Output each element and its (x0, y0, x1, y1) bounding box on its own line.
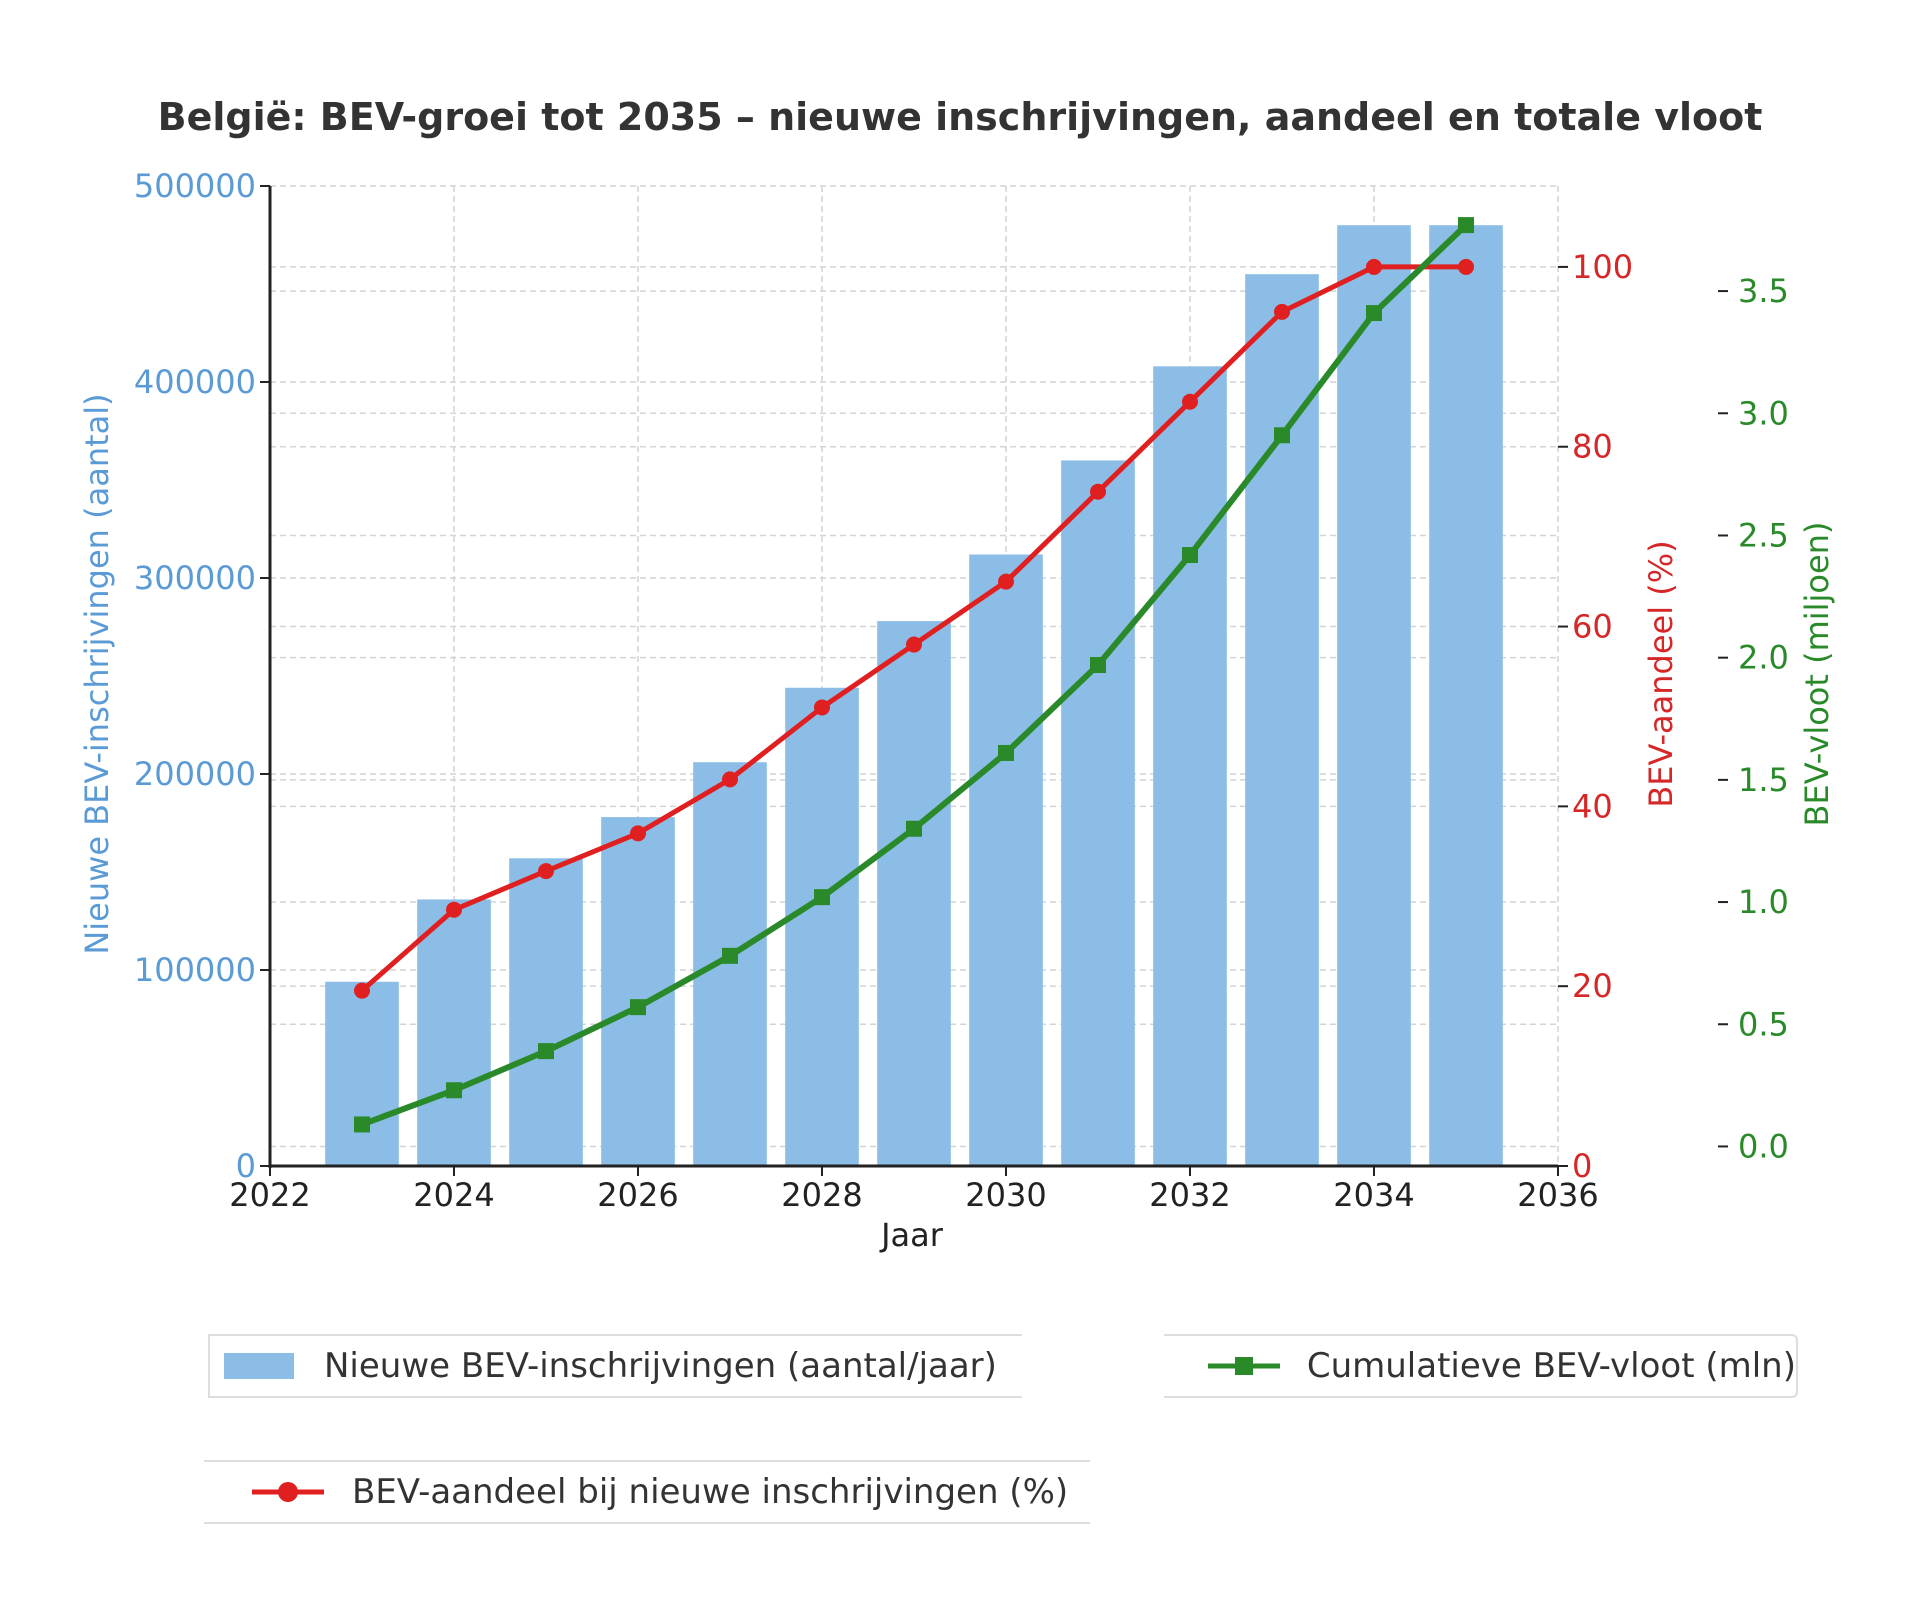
share-point (1274, 303, 1290, 320)
share-point (630, 825, 646, 842)
x-axis-label: Jaar (879, 1216, 944, 1254)
y-left-tick-label: 200000 (134, 755, 256, 793)
share-line-series (354, 258, 1474, 999)
y-right2-tick-label: 1.0 (1738, 883, 1789, 921)
fleet-point (1182, 547, 1198, 564)
y-right2-tick-label: 3.5 (1738, 272, 1789, 310)
chart-title: België: BEV-groei tot 2035 – nieuwe insc… (158, 95, 1763, 139)
bar (1153, 366, 1227, 1166)
fleet-point (354, 1116, 370, 1133)
y-left-tick-label: 100000 (134, 951, 256, 989)
x-tick-label: 2024 (413, 1176, 494, 1214)
y-right1-axis-label: BEV-aandeel (%) (1642, 540, 1680, 807)
share-point (722, 771, 738, 788)
fleet-point (814, 889, 830, 906)
x-tick-label: 2034 (1333, 1176, 1414, 1214)
fleet-point (722, 947, 738, 964)
share-point (814, 699, 830, 716)
legend-share-label: BEV-aandeel bij nieuwe inschrijvingen (%… (352, 1472, 1069, 1512)
bar (1429, 225, 1503, 1166)
legend-bars-swatch (224, 1353, 294, 1379)
share-point (446, 901, 462, 918)
fleet-point (1090, 657, 1106, 674)
bar (1061, 460, 1135, 1166)
fleet-point (446, 1082, 462, 1099)
fleet-point (906, 820, 922, 837)
y-right1-tick-label: 80 (1572, 428, 1613, 466)
y-right2-tick-label: 2.0 (1738, 639, 1789, 677)
y-right2-axis-label: BEV-vloot (miljoen) (1798, 522, 1836, 827)
y-right1-tick-label: 100 (1572, 248, 1633, 286)
bar (693, 762, 767, 1166)
x-tick-label: 2032 (1149, 1176, 1230, 1214)
x-tick-label: 2022 (229, 1176, 310, 1214)
legend-share-marker (252, 1482, 324, 1502)
share-point (1090, 483, 1106, 500)
bar (417, 899, 491, 1166)
y-left-tick-label: 300000 (134, 559, 256, 597)
legend-bars: Nieuwe BEV-inschrijvingen (aantal/jaar) (208, 1334, 1022, 1398)
y-right2-tick-label: 2.5 (1738, 516, 1789, 554)
x-tick-label: 2036 (1517, 1176, 1598, 1214)
legend-fleet: Cumulatieve BEV-vloot (mln) (1164, 1334, 1798, 1398)
y-right1-tick-label: 20 (1572, 967, 1613, 1005)
fleet-line-series (354, 217, 1474, 1133)
fleet-point (630, 999, 646, 1016)
bar (509, 858, 583, 1166)
x-tick-label: 2030 (965, 1176, 1046, 1214)
y-right2-tick-label: 0.0 (1738, 1127, 1789, 1165)
share-point (538, 863, 554, 880)
share-point (906, 636, 922, 653)
bar (1337, 225, 1411, 1166)
share-point (998, 573, 1014, 590)
fleet-point (1458, 217, 1474, 234)
fleet-point (1274, 427, 1290, 444)
x-tick-label: 2028 (781, 1176, 862, 1214)
x-tick-label: 2026 (597, 1176, 678, 1214)
bar (325, 981, 399, 1166)
bar (969, 554, 1043, 1166)
y-right1-tick-label: 0 (1572, 1147, 1592, 1185)
share-point (1458, 258, 1474, 275)
y-right1-tick-label: 60 (1572, 608, 1613, 646)
bar (877, 621, 951, 1166)
legend-share: BEV-aandeel bij nieuwe inschrijvingen (%… (204, 1460, 1090, 1524)
y-right2-tick-label: 1.5 (1738, 761, 1789, 799)
legend-fleet-marker (1208, 1357, 1280, 1375)
bar (1245, 274, 1319, 1166)
y-right1-tick-label: 40 (1572, 787, 1613, 825)
share-point (354, 982, 370, 999)
axes: 2022 2024 2026 2028 2030 2032 2034 203601000002… (134, 167, 1789, 1214)
y-left-tick-label: 0 (236, 1147, 256, 1185)
fleet-point (1366, 305, 1382, 322)
y-right2-tick-label: 0.5 (1738, 1005, 1789, 1043)
share-point (1182, 393, 1198, 410)
fleet-point (538, 1043, 554, 1060)
share-point (1366, 258, 1382, 275)
bar (785, 687, 859, 1166)
legend-fleet-label: Cumulatieve BEV-vloot (mln) (1306, 1346, 1796, 1386)
y-left-tick-label: 400000 (134, 363, 256, 401)
y-right2-tick-label: 3.0 (1738, 394, 1789, 432)
y-left-tick-label: 500000 (134, 167, 256, 205)
y-left-axis-label: Nieuwe BEV-inschrijvingen (aantal) (78, 393, 116, 954)
fleet-point (998, 744, 1014, 761)
legend-bars-label: Nieuwe BEV-inschrijvingen (aantal/jaar) (324, 1346, 997, 1386)
